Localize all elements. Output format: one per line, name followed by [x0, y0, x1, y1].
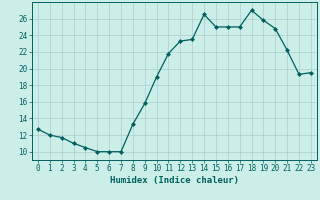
X-axis label: Humidex (Indice chaleur): Humidex (Indice chaleur): [110, 176, 239, 185]
